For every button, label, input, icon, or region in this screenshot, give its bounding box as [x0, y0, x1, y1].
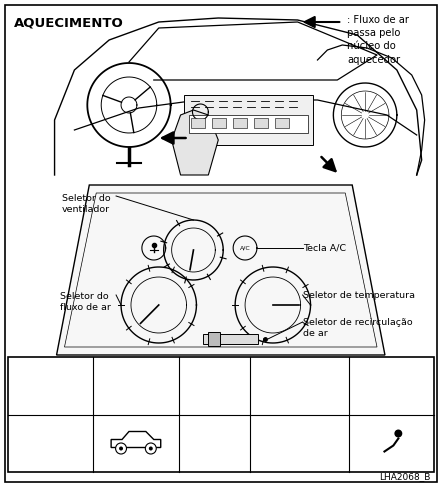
Bar — [189, 115, 307, 133]
Text: 4: 4 — [47, 437, 55, 450]
Text: A/C: A/C — [240, 245, 251, 250]
Text: : Fluxo de ar
passa pelo
núcleo do
aquecedor: : Fluxo de ar passa pelo núcleo do aquec… — [347, 15, 409, 65]
Circle shape — [394, 430, 402, 437]
Text: Seletor do
fluxo de ar: Seletor do fluxo de ar — [60, 292, 110, 312]
Circle shape — [149, 447, 153, 450]
Text: OFF: OFF — [201, 437, 227, 450]
Bar — [191, 118, 206, 128]
Text: QUENTE
(DIREITO): QUENTE (DIREITO) — [271, 432, 328, 455]
Bar — [275, 118, 289, 128]
Bar — [8, 357, 433, 472]
Bar — [254, 118, 268, 128]
Text: Seletor do
ventilador: Seletor do ventilador — [27, 376, 74, 396]
Polygon shape — [172, 110, 218, 175]
Circle shape — [146, 443, 156, 454]
Text: Seletor de
temperatura: Seletor de temperatura — [271, 376, 328, 396]
Circle shape — [116, 443, 126, 454]
Text: Seletor de
fluxo de
ar: Seletor de fluxo de ar — [368, 371, 415, 402]
Bar — [212, 118, 226, 128]
Text: Tecla
A/C: Tecla A/C — [203, 376, 226, 396]
Polygon shape — [57, 185, 385, 355]
Text: Tecla A/C: Tecla A/C — [303, 244, 346, 252]
Bar — [203, 334, 258, 344]
Bar — [183, 95, 312, 145]
Bar — [208, 332, 220, 346]
Circle shape — [119, 447, 123, 450]
Text: Seletor de temperatura: Seletor de temperatura — [303, 291, 415, 300]
Text: LHA2068_B: LHA2068_B — [379, 472, 431, 481]
Text: Seletor de recirculação
de ar: Seletor de recirculação de ar — [303, 318, 412, 338]
Text: Seletor de
recirculação
de ar: Seletor de recirculação de ar — [109, 371, 163, 402]
Text: Seletor do
ventilador: Seletor do ventilador — [61, 194, 110, 214]
Text: AQUECIMENTO: AQUECIMENTO — [14, 16, 124, 29]
Bar — [233, 118, 247, 128]
